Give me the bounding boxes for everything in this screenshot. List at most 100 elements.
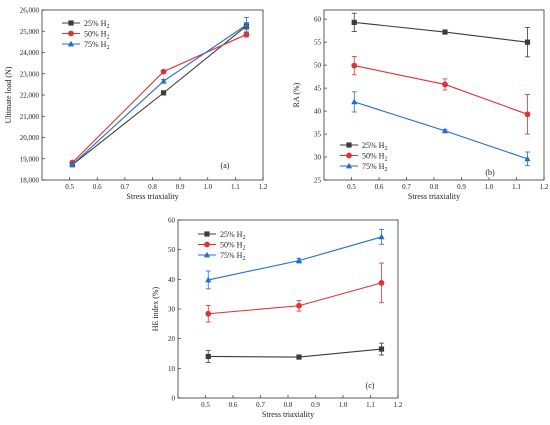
data-point (524, 155, 531, 162)
y-tick-label: 24,000 (20, 49, 40, 57)
y-tick-label: 50 (314, 62, 322, 70)
x-axis-label: Stress triaxiality (408, 192, 460, 201)
legend-label: 25% H2 (220, 230, 245, 241)
y-tick-label: 21,000 (20, 113, 40, 121)
y-tick-label: 10 (168, 365, 176, 373)
legend-label: 50% H2 (362, 152, 387, 163)
data-point (160, 77, 167, 84)
data-point (160, 68, 167, 75)
series-line (71, 33, 247, 163)
data-point (351, 98, 358, 105)
y-tick-label: 45 (314, 85, 322, 93)
data-point (205, 310, 212, 317)
y-tick-label: 30 (314, 154, 322, 162)
panel-label: (b) (485, 168, 495, 177)
series-s25 (205, 342, 385, 363)
series-s75 (351, 91, 531, 167)
data-point (205, 353, 211, 360)
series-s50 (351, 56, 531, 135)
y-tick-label: 23,000 (20, 70, 40, 78)
y-tick-label: 35 (314, 131, 322, 139)
x-tick-label: 0.6 (375, 183, 384, 191)
y-tick-label: 30 (168, 306, 176, 314)
legend-label: 75% H2 (220, 251, 245, 262)
x-tick-label: 0.9 (311, 401, 320, 409)
series-line (354, 101, 528, 160)
x-tick-label: 1.0 (485, 183, 494, 191)
series-line (208, 282, 382, 315)
x-tick-label: 0.6 (229, 401, 238, 409)
data-point (296, 302, 302, 309)
y-tick-label: 40 (168, 276, 176, 284)
y-axis-label: Ultimate load (N) (4, 66, 13, 123)
y-tick-label: 50 (168, 246, 176, 254)
y-tick-label: 26,000 (20, 7, 40, 15)
x-tick-label: 1.0 (203, 183, 212, 191)
legend-marker (204, 231, 210, 237)
y-tick-label: 40 (314, 108, 322, 116)
x-tick-label: 1.1 (512, 183, 521, 191)
plot-frame (177, 219, 399, 399)
y-tick-label: 25,000 (20, 28, 40, 36)
legend-marker (345, 162, 353, 169)
data-point (351, 19, 357, 26)
x-tick-label: 0.6 (93, 183, 102, 191)
legend-label: 50% H2 (84, 30, 109, 41)
y-tick-label: 55 (314, 39, 322, 47)
chart-panel-a: 0.5 0.6 0.7 0.8 0.9 1.0 1.1 1.2 18,000 19,000 20,0… (4, 7, 268, 202)
series-s75 (69, 17, 250, 167)
legend-marker (204, 241, 210, 248)
panel-label: (c) (366, 381, 375, 390)
x-tick-label: 1.0 (339, 401, 348, 409)
series-s75 (205, 229, 385, 290)
legend-marker (68, 20, 74, 26)
y-tick-label: 25 (314, 177, 322, 185)
x-tick-label: 0.8 (148, 183, 157, 191)
x-tick-label: 1.1 (231, 183, 240, 191)
x-tick-label: 0.7 (256, 401, 265, 409)
data-point (524, 39, 531, 45)
data-point (351, 62, 358, 69)
series-line (354, 65, 528, 115)
legend-marker (346, 142, 352, 148)
x-tick-label: 0.5 (347, 183, 356, 191)
series-s50 (205, 262, 385, 323)
legend-label: 75% H2 (362, 162, 387, 173)
plot-frame (323, 9, 545, 181)
y-tick-label: 60 (314, 16, 322, 24)
data-point (378, 346, 385, 352)
series-line (208, 348, 382, 358)
data-point (441, 127, 449, 134)
data-point (243, 31, 250, 38)
data-point (295, 257, 303, 264)
x-tick-label: 0.8 (430, 183, 439, 191)
y-tick-label: 60 (168, 217, 176, 225)
x-tick-label: 1.2 (259, 183, 268, 191)
x-tick-label: 0.7 (121, 183, 130, 191)
legend-label: 25% H2 (84, 19, 109, 30)
data-point (524, 111, 531, 118)
y-tick-label: 22,000 (20, 92, 40, 100)
x-tick-label: 1.2 (540, 183, 549, 191)
panel-label: (a) (221, 161, 230, 170)
y-axis-label: HE index (%) (151, 286, 160, 331)
data-point (442, 81, 448, 88)
legend-marker (67, 40, 75, 47)
x-tick-label: 0.9 (176, 183, 185, 191)
data-point (205, 276, 212, 283)
data-point (243, 21, 250, 28)
data-point (378, 279, 385, 286)
y-axis-label: RA (%) (292, 82, 301, 107)
data-point (296, 354, 302, 360)
legend-marker (203, 251, 211, 258)
y-tick-label: 20,000 (20, 134, 40, 142)
y-tick-label: 19,000 (20, 155, 40, 163)
x-tick-label: 1.1 (366, 401, 375, 409)
data-point (442, 29, 448, 35)
legend-marker (68, 30, 74, 37)
legend-marker (346, 152, 352, 159)
x-tick-label: 0.5 (201, 401, 210, 409)
legend-label: 75% H2 (84, 40, 109, 51)
chart-panel-b: 0.5 0.6 0.7 0.8 0.9 1.0 1.1 1.2 25 30 35 40 45 50 55 60… (292, 9, 549, 201)
